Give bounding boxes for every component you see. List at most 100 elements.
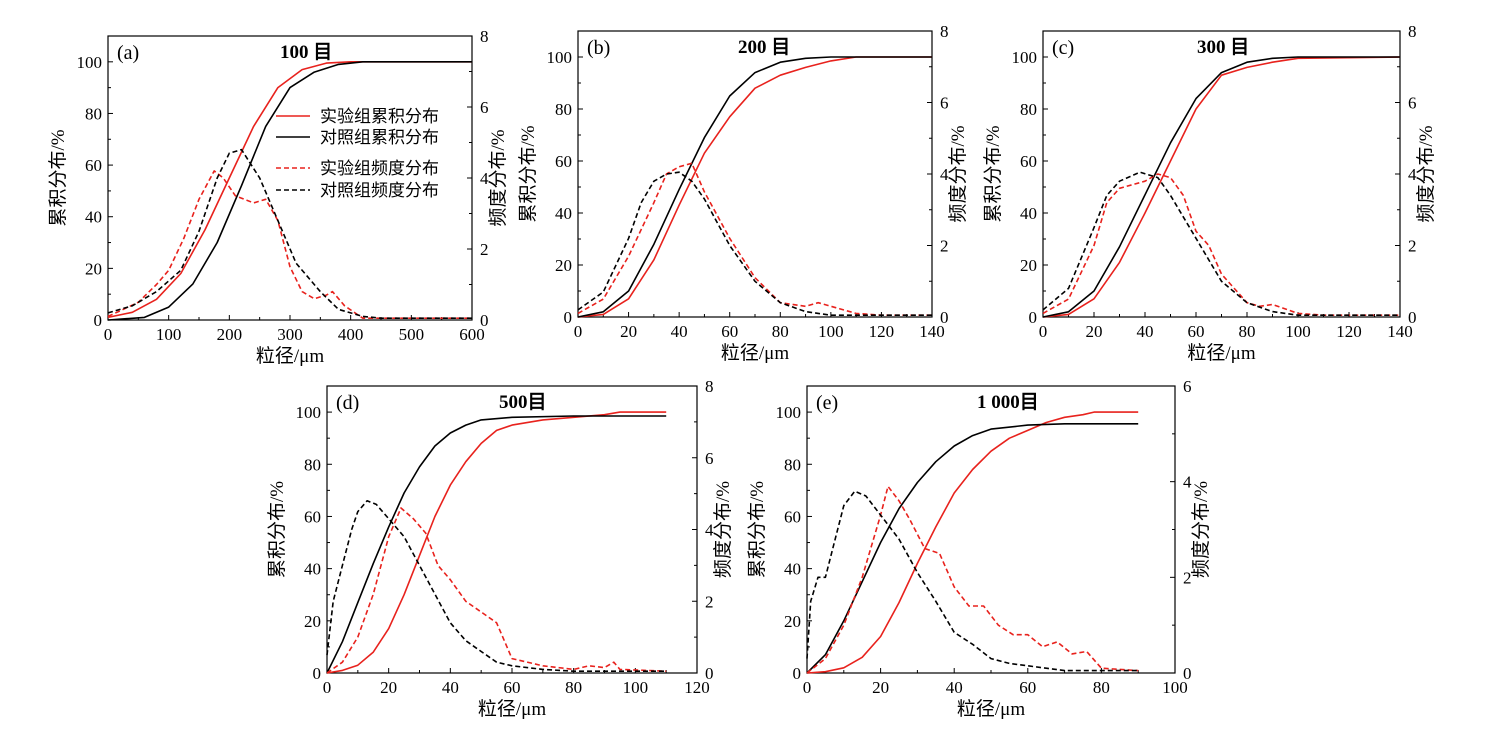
x-tick-label: 200 <box>217 325 243 344</box>
x-axis-label: 粒径/μm <box>721 342 789 364</box>
y-tick-label: 40 <box>784 560 801 579</box>
x-tick-label: 80 <box>772 322 789 341</box>
series-line-frequency-control <box>1042 171 1400 316</box>
x-tick-label: 20 <box>872 678 889 697</box>
y-tick-label: 40 <box>555 204 572 223</box>
x-axis-label: 粒径/μm <box>1187 342 1255 364</box>
y-axis-label: 累积分布/% <box>266 481 288 578</box>
x-tick-label: 20 <box>620 322 637 341</box>
y2-tick-label: 4 <box>940 165 949 184</box>
x-tick-label: 300 <box>277 325 303 344</box>
legend-label: 对照组频度分布 <box>320 181 439 200</box>
y2-tick-label: 6 <box>705 449 714 468</box>
y2-tick-label: 4 <box>1408 165 1417 184</box>
y-axis-label: 累积分布/% <box>47 129 69 226</box>
y2-tick-label: 0 <box>705 664 714 683</box>
y-tick-label: 0 <box>564 308 573 327</box>
series-line-frequency-experimental <box>806 485 1139 674</box>
legend-label: 实验组频度分布 <box>320 159 439 178</box>
chart-panel-c: 0 20 40 60 80 100 120 14002040608010002468粒径/μm… <box>982 22 1437 364</box>
x-tick-label: 80 <box>565 678 582 697</box>
x-tick-label: 500 <box>399 325 425 344</box>
x-tick-label: 120 <box>684 678 710 697</box>
y2-tick-label: 8 <box>705 377 714 396</box>
y-tick-label: 60 <box>85 156 102 175</box>
legend-label: 实验组累积分布 <box>320 107 439 126</box>
plot-frame <box>1042 30 1401 318</box>
y2-tick-label: 2 <box>1183 568 1192 587</box>
series-line-cumulative-control <box>577 56 932 318</box>
y-tick-label: 0 <box>793 664 802 683</box>
y2-tick-label: 2 <box>705 592 714 611</box>
series-line-cumulative-experimental <box>326 411 667 674</box>
y-tick-label: 80 <box>85 104 102 123</box>
y-axis-label: 累积分布/% <box>746 481 768 578</box>
y2-tick-label: 0 <box>940 308 949 327</box>
y2-tick-label: 6 <box>940 94 949 113</box>
y-tick-label: 80 <box>784 455 801 474</box>
x-tick-label: 100 <box>1162 678 1188 697</box>
y-tick-label: 0 <box>1029 308 1038 327</box>
y2-tick-label: 6 <box>1408 94 1417 113</box>
y-tick-label: 60 <box>555 152 572 171</box>
x-axis-label: 粒径/μm <box>256 345 324 367</box>
panel-title: 100 目 <box>280 42 332 63</box>
x-tick-label: 40 <box>946 678 963 697</box>
x-tick-label: 60 <box>721 322 738 341</box>
y-tick-label: 20 <box>784 612 801 631</box>
x-tick-label: 80 <box>1093 678 1110 697</box>
y2-tick-label: 2 <box>1408 237 1417 256</box>
x-tick-label: 40 <box>671 322 688 341</box>
y-tick-label: 100 <box>77 53 103 72</box>
y2-tick-label: 6 <box>480 98 489 117</box>
x-tick-label: 0 <box>574 322 583 341</box>
x-tick-label: 20 <box>380 678 397 697</box>
y2-axis-label: 频度分布/% <box>1190 481 1212 578</box>
series-line-frequency-experimental <box>326 507 667 674</box>
y-axis-label: 累积分布/% <box>517 125 539 222</box>
series-line-frequency-experimental <box>1042 173 1400 316</box>
y2-tick-label: 8 <box>480 27 489 46</box>
x-tick-label: 120 <box>1336 322 1362 341</box>
y2-tick-label: 0 <box>1408 308 1417 327</box>
y-tick-label: 60 <box>784 507 801 526</box>
x-tick-label: 100 <box>623 678 649 697</box>
panel-label: (a) <box>117 42 139 64</box>
series-line-cumulative-experimental <box>577 56 932 318</box>
y-tick-label: 80 <box>304 455 321 474</box>
y-tick-label: 100 <box>1012 48 1038 67</box>
plot-frame <box>326 385 698 674</box>
x-tick-label: 100 <box>818 322 844 341</box>
y2-axis-label: 频度分布/% <box>712 481 734 578</box>
y2-axis-label: 频度分布/% <box>947 125 969 222</box>
y2-tick-label: 0 <box>480 311 489 330</box>
y-tick-label: 80 <box>1020 100 1037 119</box>
y-tick-label: 20 <box>85 259 102 278</box>
x-tick-label: 100 <box>1285 322 1311 341</box>
y-tick-label: 60 <box>304 507 321 526</box>
y2-tick-label: 8 <box>940 22 949 41</box>
series-line-cumulative-experimental <box>1042 56 1401 318</box>
y2-tick-label: 6 <box>1183 377 1192 396</box>
y2-tick-label: 2 <box>940 237 949 256</box>
y2-tick-label: 4 <box>1183 473 1192 492</box>
series-line-cumulative-experimental <box>107 61 472 319</box>
series-line-cumulative-control <box>107 61 472 321</box>
y-tick-label: 20 <box>1020 256 1037 275</box>
y-axis-label: 累积分布/% <box>982 125 1004 222</box>
panel-label: (b) <box>587 37 610 59</box>
y2-tick-label: 4 <box>705 521 714 540</box>
x-tick-label: 0 <box>323 678 332 697</box>
series-line-frequency-experimental <box>107 170 472 319</box>
x-tick-label: 0 <box>104 325 113 344</box>
y2-tick-label: 0 <box>1183 664 1192 683</box>
x-axis-label: 粒径/μm <box>478 698 546 720</box>
x-tick-label: 0 <box>1039 322 1048 341</box>
panel-title: 200 目 <box>738 37 790 58</box>
x-tick-label: 80 <box>1239 322 1256 341</box>
y-tick-label: 40 <box>85 208 102 227</box>
panel-title: 300 目 <box>1197 37 1249 58</box>
y2-axis-label: 频度分布/% <box>487 129 509 226</box>
